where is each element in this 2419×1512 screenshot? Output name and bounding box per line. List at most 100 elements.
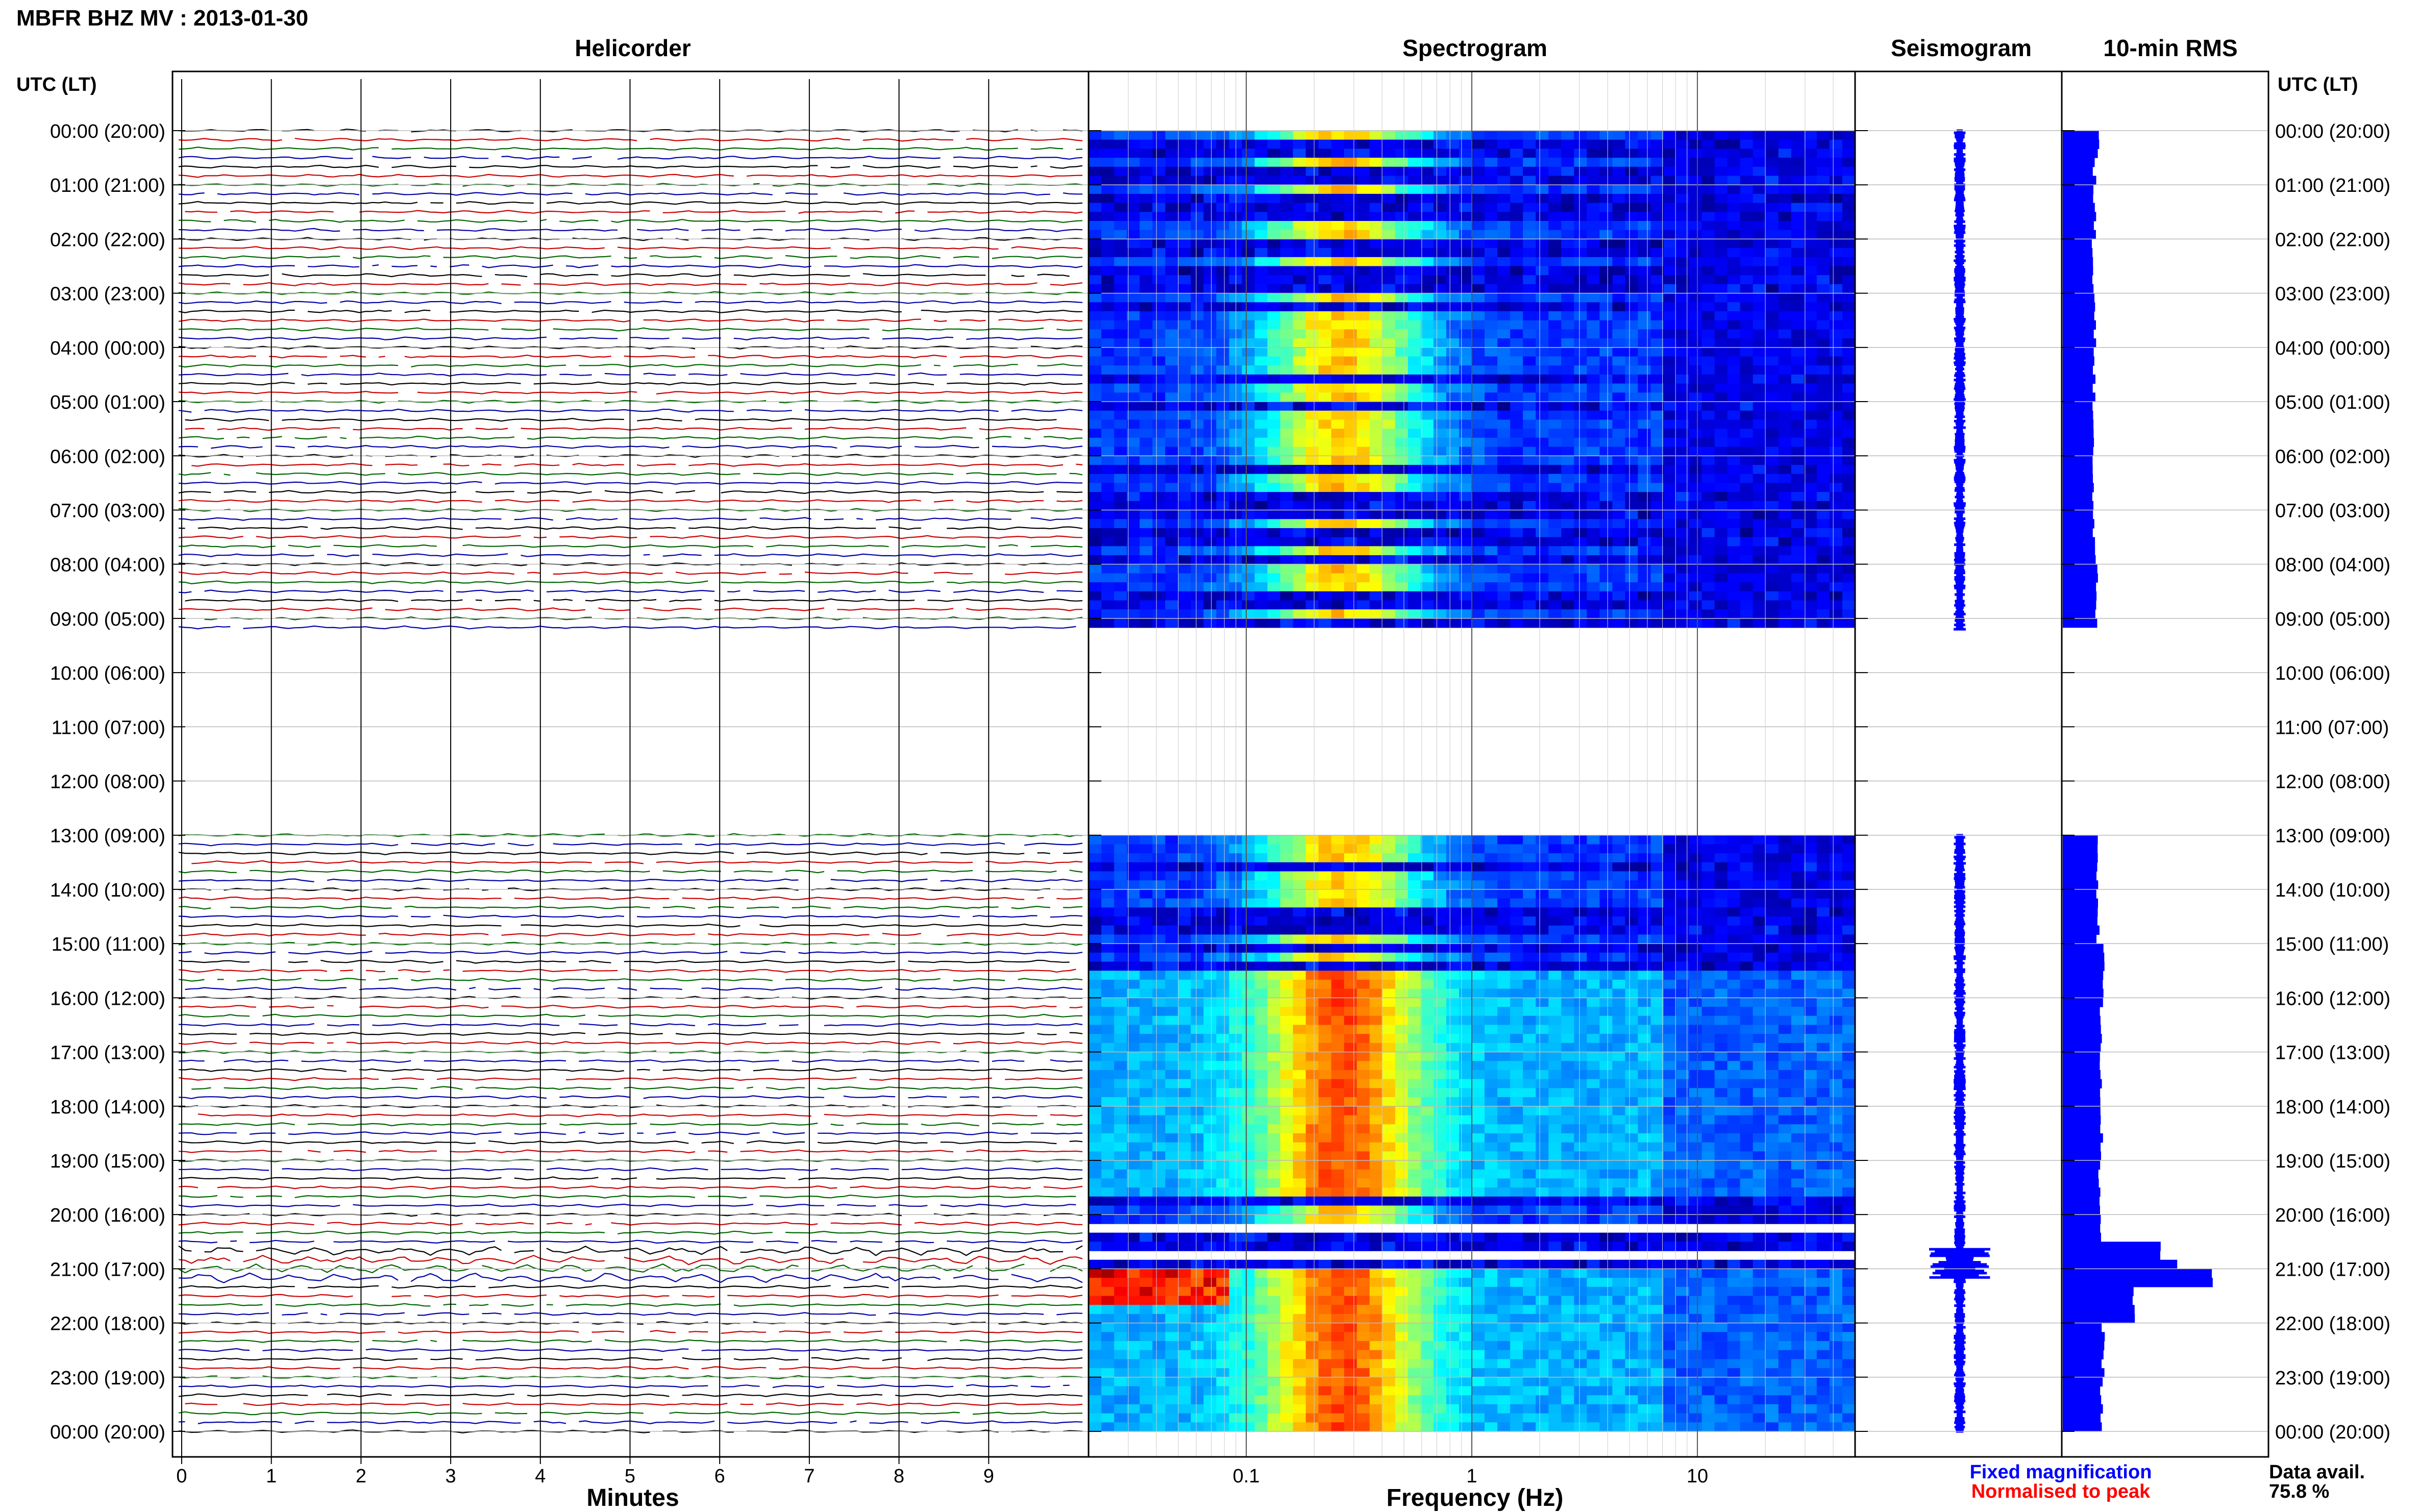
spectrogram-cell (1829, 582, 1843, 592)
spectrogram-cell (1510, 564, 1523, 574)
spectrogram-cell (1689, 193, 1702, 204)
spectrogram-cell (1369, 474, 1383, 484)
spectrogram-cell (1561, 971, 1574, 980)
spectrogram-cell (1714, 600, 1728, 610)
spectrogram-cell (1242, 410, 1255, 420)
spectrogram-cell (1497, 862, 1511, 872)
spectrogram-cell (1331, 365, 1345, 375)
spectrogram-cell (1752, 844, 1766, 854)
spectrogram-cell (1344, 988, 1357, 999)
spectrogram-cell (1101, 212, 1115, 221)
spectrogram-cell (1778, 392, 1792, 402)
spectrogram-cell (1191, 483, 1204, 492)
spectrogram-cell (1191, 139, 1204, 150)
spectrogram-cell (1638, 302, 1651, 312)
spectrogram-cell (1369, 582, 1383, 592)
spectrogram-cell (1701, 853, 1715, 863)
spectrogram-cell (1599, 1070, 1613, 1080)
spectrogram-cell (1714, 239, 1728, 249)
spectrogram-cell (1344, 239, 1357, 249)
spectrogram-cell (1254, 1007, 1268, 1017)
spectrogram-cell (1740, 139, 1754, 150)
spectrogram-cell (1408, 618, 1421, 628)
spectrogram-cell (1344, 365, 1357, 375)
spectrogram-cell (1650, 329, 1664, 339)
spectrogram-cell (1127, 329, 1140, 339)
spectrogram-cell (1714, 203, 1728, 213)
spectrogram-cell (1089, 591, 1102, 601)
spectrogram-cell (1318, 293, 1332, 303)
spectrogram-cell (1829, 419, 1843, 429)
spectrogram-cell (1689, 844, 1702, 854)
spectrogram-cell (1574, 166, 1588, 177)
spectrogram-cell (1305, 862, 1319, 872)
spectrogram-cell (1510, 1015, 1523, 1026)
spectrogram-cell (1791, 193, 1805, 204)
spectrogram-cell (1638, 374, 1651, 384)
spectrogram-cell (1829, 383, 1843, 393)
spectrogram-cell (1318, 465, 1332, 475)
spectrogram-cell (1152, 221, 1166, 231)
spectrogram-cell (1816, 257, 1830, 267)
spectrogram-cell (1765, 998, 1779, 1007)
spectrogram-cell (1318, 925, 1332, 935)
spectrogram-cell (1829, 176, 1843, 185)
spectrogram-cell (1740, 437, 1754, 448)
spectrogram-cell (1280, 176, 1294, 185)
spectrogram-cell (1369, 257, 1383, 267)
spectrogram-cell (1165, 934, 1178, 944)
spectrogram-cell (1510, 871, 1523, 881)
spectrogram-cell (1561, 600, 1574, 610)
spectrogram-cell (1114, 320, 1127, 330)
spectrogram-cell (1472, 474, 1485, 484)
spectrogram-cell (1203, 320, 1217, 330)
spectrogram-cell (1165, 139, 1178, 150)
spectrogram-cell (1663, 853, 1677, 863)
spectrogram-cell (1293, 356, 1306, 366)
spectrogram-cell (1523, 148, 1536, 158)
spectrogram-cell (1612, 465, 1626, 475)
spectrogram-cell (1574, 212, 1588, 221)
spectrogram-cell (1178, 266, 1191, 276)
spectrogram-cell (1510, 230, 1523, 240)
spectrogram-cell (1242, 402, 1255, 411)
spectrogram-cell (1216, 465, 1230, 475)
spectrogram-cell (1318, 402, 1332, 411)
spectrogram-cell (1459, 591, 1472, 601)
spectrogram-cell (1127, 374, 1140, 384)
spectrogram-cell (1191, 1015, 1204, 1026)
spectrogram-cell (1318, 952, 1332, 962)
spectrogram-cell (1638, 934, 1651, 944)
spectrogram-cell (1689, 374, 1702, 384)
spectrogram-cell (1536, 564, 1549, 574)
spectrogram-cell (1587, 329, 1600, 339)
spectrogram-cell (1829, 248, 1843, 258)
spectrogram-cell (1536, 275, 1549, 285)
spectrogram-cell (1395, 221, 1409, 231)
spectrogram-cell (1267, 1043, 1281, 1053)
spectrogram-cell (1293, 871, 1306, 881)
spectrogram-cell (1510, 248, 1523, 258)
spectrogram-cell (1152, 925, 1166, 935)
spectrogram-cell (1318, 392, 1332, 402)
spectrogram-cell (1369, 853, 1383, 863)
spectrogram-cell (1510, 402, 1523, 411)
spectrogram-cell (1203, 1034, 1217, 1044)
spectrogram-cell (1650, 257, 1664, 267)
spectrogram-cell (1816, 456, 1830, 465)
spectrogram-cell (1485, 284, 1498, 294)
spectrogram-cell (1395, 573, 1409, 583)
spectrogram-cell (1714, 402, 1728, 411)
spectrogram-cell (1752, 564, 1766, 574)
spectrogram-cell (1191, 293, 1204, 303)
spectrogram-cell (1331, 402, 1345, 411)
spectrogram-cell (1472, 166, 1485, 177)
spectrogram-cell (1804, 429, 1817, 438)
spectrogram-cell (1344, 600, 1357, 610)
spectrogram-cell (1101, 880, 1115, 890)
spectrogram-cell (1433, 501, 1447, 511)
spectrogram-cell (1344, 880, 1357, 890)
spectrogram-cell (1408, 257, 1421, 267)
spectrogram-cell (1344, 609, 1357, 619)
spectrogram-cell (1267, 176, 1281, 185)
